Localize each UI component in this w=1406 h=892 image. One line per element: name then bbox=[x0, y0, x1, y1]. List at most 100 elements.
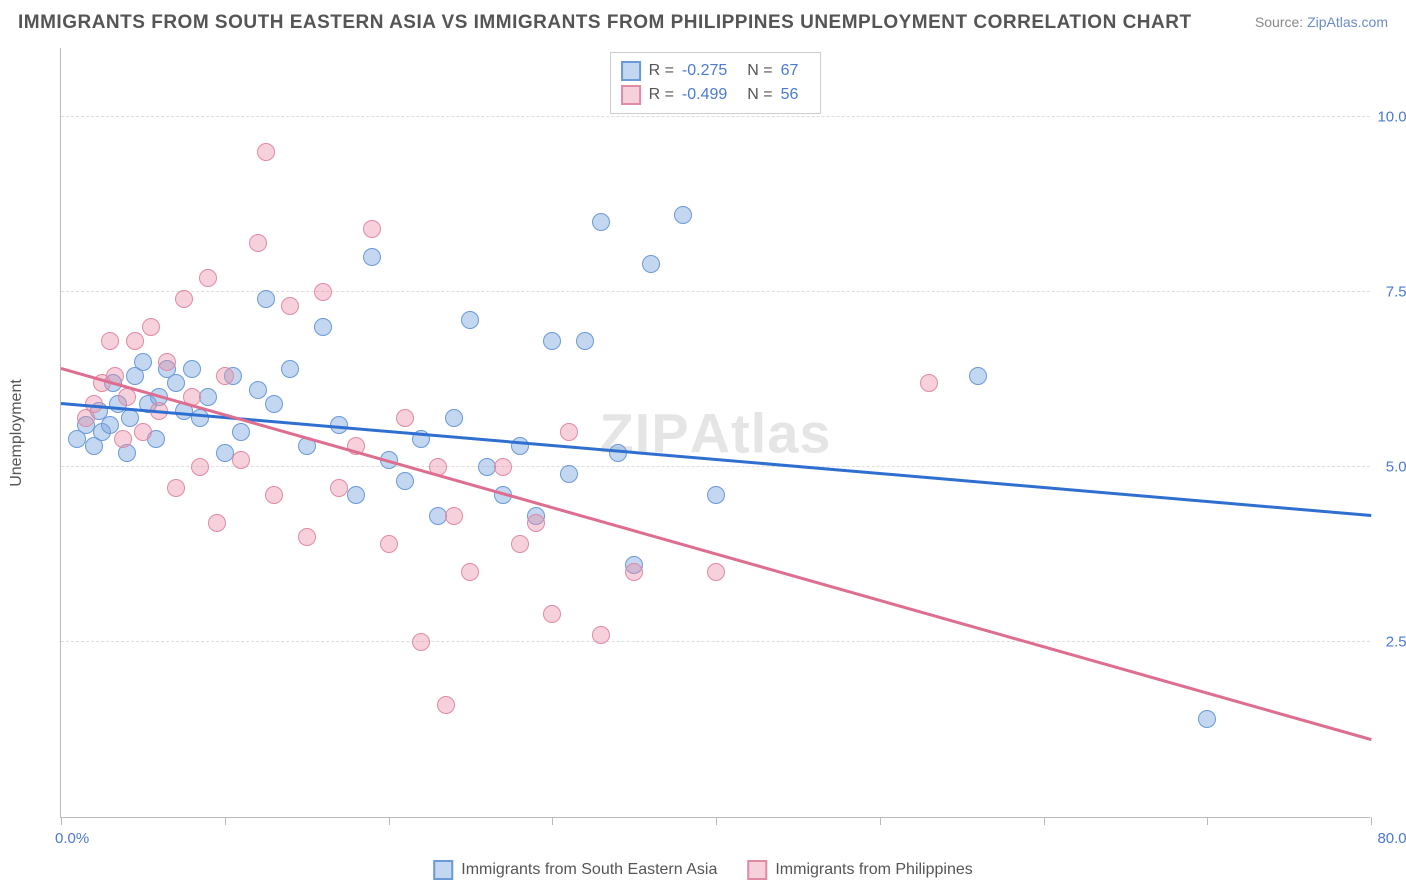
y-tick-label: 10.0% bbox=[1374, 109, 1406, 126]
scatter-point bbox=[429, 507, 447, 525]
scatter-point bbox=[380, 535, 398, 553]
x-tick bbox=[225, 817, 226, 825]
x-tick bbox=[716, 817, 717, 825]
scatter-point bbox=[134, 353, 152, 371]
legend-swatch-series-a bbox=[621, 61, 641, 81]
scatter-point bbox=[642, 255, 660, 273]
stats-row: R = -0.275 N = 67 bbox=[621, 59, 811, 83]
gridline bbox=[61, 466, 1370, 467]
scatter-point bbox=[330, 479, 348, 497]
scatter-point bbox=[592, 213, 610, 231]
scatter-point bbox=[232, 451, 250, 469]
scatter-point bbox=[543, 332, 561, 350]
scatter-point bbox=[396, 472, 414, 490]
scatter-point bbox=[347, 486, 365, 504]
scatter-point bbox=[437, 696, 455, 714]
stat-label: N = bbox=[747, 62, 772, 80]
scatter-point bbox=[101, 332, 119, 350]
scatter-point bbox=[396, 409, 414, 427]
scatter-point bbox=[363, 220, 381, 238]
scatter-point bbox=[707, 563, 725, 581]
scatter-point bbox=[560, 465, 578, 483]
x-tick bbox=[552, 817, 553, 825]
scatter-point bbox=[363, 248, 381, 266]
legend-item: Immigrants from Philippines bbox=[747, 860, 972, 880]
stat-label: N = bbox=[747, 86, 772, 104]
scatter-point bbox=[1198, 710, 1216, 728]
scatter-point bbox=[920, 374, 938, 392]
stat-r-value: -0.499 bbox=[682, 86, 727, 104]
x-tick bbox=[1371, 817, 1372, 825]
scatter-point bbox=[511, 535, 529, 553]
scatter-point bbox=[191, 409, 209, 427]
legend-item: Immigrants from South Eastern Asia bbox=[433, 860, 717, 880]
x-tick bbox=[1044, 817, 1045, 825]
scatter-point bbox=[257, 290, 275, 308]
source-prefix: Source: bbox=[1255, 14, 1307, 30]
scatter-point bbox=[592, 626, 610, 644]
source-credit: Source: ZipAtlas.com bbox=[1255, 14, 1388, 30]
scatter-point bbox=[158, 353, 176, 371]
scatter-point bbox=[543, 605, 561, 623]
stats-legend-box: R = -0.275 N = 67 R = -0.499 N = 56 bbox=[610, 52, 822, 114]
scatter-point bbox=[134, 423, 152, 441]
scatter-point bbox=[527, 514, 545, 532]
chart-title: IMMIGRANTS FROM SOUTH EASTERN ASIA VS IM… bbox=[18, 12, 1192, 34]
trendline bbox=[61, 367, 1372, 740]
stat-n-value: 56 bbox=[781, 86, 799, 104]
scatter-point bbox=[674, 206, 692, 224]
scatter-point bbox=[609, 444, 627, 462]
stat-r-value: -0.275 bbox=[682, 62, 727, 80]
legend-swatch-series-b bbox=[747, 860, 767, 880]
scatter-point bbox=[118, 388, 136, 406]
scatter-point bbox=[175, 290, 193, 308]
x-tick bbox=[880, 817, 881, 825]
scatter-point bbox=[257, 143, 275, 161]
scatter-point bbox=[142, 318, 160, 336]
scatter-point bbox=[249, 234, 267, 252]
scatter-point bbox=[560, 423, 578, 441]
scatter-point bbox=[445, 507, 463, 525]
gridline bbox=[61, 291, 1370, 292]
scatter-point bbox=[265, 395, 283, 413]
y-tick-label: 7.5% bbox=[1374, 284, 1406, 301]
scatter-point bbox=[576, 332, 594, 350]
bottom-legend: Immigrants from South Eastern Asia Immig… bbox=[433, 860, 973, 880]
scatter-point bbox=[461, 563, 479, 581]
scatter-point bbox=[199, 388, 217, 406]
scatter-point bbox=[281, 297, 299, 315]
scatter-point bbox=[707, 486, 725, 504]
scatter-point bbox=[412, 633, 430, 651]
gridline bbox=[61, 641, 1370, 642]
scatter-point bbox=[208, 514, 226, 532]
scatter-point bbox=[232, 423, 250, 441]
legend-swatch-series-a bbox=[433, 860, 453, 880]
scatter-point bbox=[216, 367, 234, 385]
gridline bbox=[61, 116, 1370, 117]
scatter-point bbox=[216, 444, 234, 462]
watermark: ZIPAtlas bbox=[599, 400, 831, 465]
chart-plot-area: Unemployment ZIPAtlas R = -0.275 N = 67 … bbox=[60, 48, 1370, 818]
stat-label: R = bbox=[649, 62, 674, 80]
stat-label: R = bbox=[649, 86, 674, 104]
x-axis-min-label: 0.0% bbox=[55, 830, 89, 847]
scatter-point bbox=[625, 563, 643, 581]
scatter-point bbox=[126, 332, 144, 350]
scatter-point bbox=[445, 409, 463, 427]
stat-n-value: 67 bbox=[781, 62, 799, 80]
source-link[interactable]: ZipAtlas.com bbox=[1307, 14, 1388, 30]
scatter-point bbox=[167, 479, 185, 497]
scatter-point bbox=[314, 318, 332, 336]
x-tick bbox=[1207, 817, 1208, 825]
scatter-point bbox=[199, 269, 217, 287]
scatter-point bbox=[969, 367, 987, 385]
y-axis-label: Unemployment bbox=[8, 379, 26, 487]
scatter-point bbox=[494, 458, 512, 476]
x-tick bbox=[61, 817, 62, 825]
scatter-point bbox=[298, 528, 316, 546]
legend-label: Immigrants from South Eastern Asia bbox=[461, 861, 717, 879]
legend-swatch-series-b bbox=[621, 85, 641, 105]
scatter-point bbox=[183, 360, 201, 378]
scatter-point bbox=[167, 374, 185, 392]
scatter-point bbox=[249, 381, 267, 399]
